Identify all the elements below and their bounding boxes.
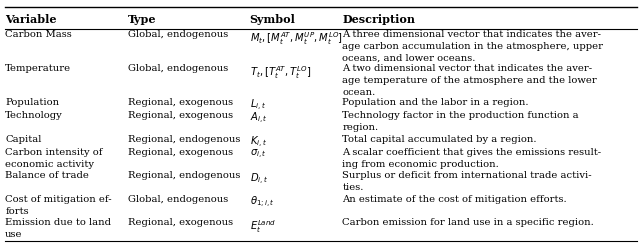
- Text: Symbol: Symbol: [250, 14, 296, 25]
- Text: Type: Type: [128, 14, 157, 25]
- Text: Regional, exogenous: Regional, exogenous: [128, 98, 233, 107]
- Text: Technology factor in the production function a
region.: Technology factor in the production func…: [342, 111, 579, 132]
- Text: $D_{i,t}$: $D_{i,t}$: [250, 171, 268, 187]
- Text: Description: Description: [342, 14, 415, 25]
- Text: Global, endogenous: Global, endogenous: [128, 64, 228, 73]
- Text: A scalar coefficient that gives the emissions result-
ing from economic producti: A scalar coefficient that gives the emis…: [342, 148, 602, 169]
- Text: Technology: Technology: [5, 111, 63, 120]
- Text: Global, endogenous: Global, endogenous: [128, 30, 228, 39]
- Text: $\theta_{1;i,t}$: $\theta_{1;i,t}$: [250, 195, 275, 210]
- Text: Total capital accumulated by a region.: Total capital accumulated by a region.: [342, 135, 537, 144]
- Text: $T_t, [T_t^{AT}, T_t^{LO}]$: $T_t, [T_t^{AT}, T_t^{LO}]$: [250, 64, 311, 81]
- Text: $\sigma_{i,t}$: $\sigma_{i,t}$: [250, 148, 266, 161]
- Text: Carbon intensity of
economic activity: Carbon intensity of economic activity: [5, 148, 102, 169]
- Text: Surplus or deficit from international trade activi-
ties.: Surplus or deficit from international tr…: [342, 171, 592, 192]
- Text: A three dimensional vector that indicates the aver-
age carbon accumulation in t: A three dimensional vector that indicate…: [342, 30, 604, 63]
- Text: Variable: Variable: [5, 14, 56, 25]
- Text: Carbon emission for land use in a specific region.: Carbon emission for land use in a specif…: [342, 218, 594, 227]
- Text: Emission due to land
use: Emission due to land use: [5, 218, 111, 239]
- Text: Population and the labor in a region.: Population and the labor in a region.: [342, 98, 529, 107]
- Text: Regional, exogenous: Regional, exogenous: [128, 218, 233, 227]
- Text: Regional, endogenous: Regional, endogenous: [128, 135, 241, 144]
- Text: Regional, exogenous: Regional, exogenous: [128, 111, 233, 120]
- Text: Population: Population: [5, 98, 60, 107]
- Text: An estimate of the cost of mitigation efforts.: An estimate of the cost of mitigation ef…: [342, 195, 567, 204]
- Text: $M_t, [M_t^{AT}, M_t^{UP}, M_t^{LO}]$: $M_t, [M_t^{AT}, M_t^{UP}, M_t^{LO}]$: [250, 30, 342, 47]
- Text: Temperature: Temperature: [5, 64, 71, 73]
- Text: $E_t^{Land}$: $E_t^{Land}$: [250, 218, 276, 235]
- Text: $K_{i,t}$: $K_{i,t}$: [250, 135, 267, 150]
- Text: Balance of trade: Balance of trade: [5, 171, 89, 180]
- Text: Regional, endogenous: Regional, endogenous: [128, 171, 241, 180]
- Text: Carbon Mass: Carbon Mass: [5, 30, 72, 39]
- Text: Capital: Capital: [5, 135, 42, 144]
- Text: $A_{i,t}$: $A_{i,t}$: [250, 111, 268, 126]
- Text: Cost of mitigation ef-
forts: Cost of mitigation ef- forts: [5, 195, 112, 216]
- Text: $L_{i,t}$: $L_{i,t}$: [250, 98, 266, 113]
- Text: Global, endogenous: Global, endogenous: [128, 195, 228, 204]
- Text: Regional, exogenous: Regional, exogenous: [128, 148, 233, 157]
- Text: A two dimensional vector that indicates the aver-
age temperature of the atmosph: A two dimensional vector that indicates …: [342, 64, 597, 97]
